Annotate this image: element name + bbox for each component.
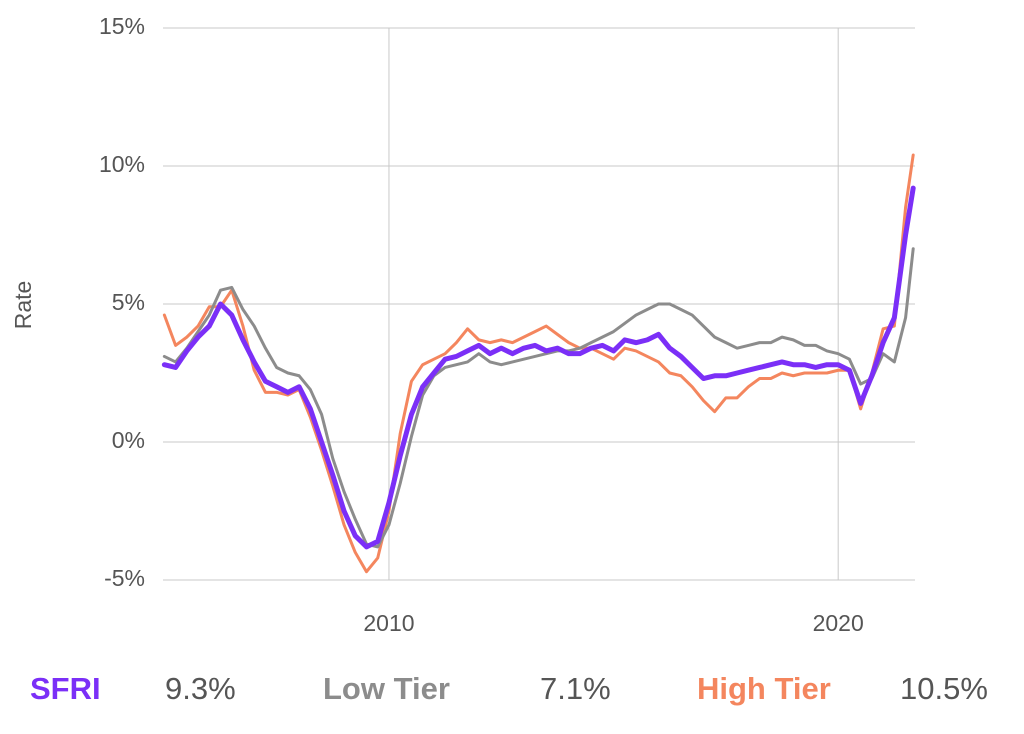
series-line	[161, 185, 916, 550]
y-axis-label: Rate	[10, 281, 36, 330]
legend-value: 9.3%	[165, 671, 236, 706]
legend-value: 10.5%	[900, 671, 988, 706]
legend-label: Low Tier	[323, 671, 450, 706]
legend-label: SFRI	[30, 671, 101, 706]
y-tick-label: -5%	[104, 565, 145, 591]
legend-value: 7.1%	[540, 671, 611, 706]
legend-label: High Tier	[697, 671, 831, 706]
x-tick-label: 2020	[813, 610, 864, 636]
y-tick-label: 15%	[99, 13, 145, 39]
y-tick-label: 0%	[112, 427, 145, 453]
series-line	[162, 247, 915, 549]
x-tick-label: 2010	[363, 610, 414, 636]
y-tick-label: 5%	[112, 289, 145, 315]
y-tick-label: 10%	[99, 151, 145, 177]
